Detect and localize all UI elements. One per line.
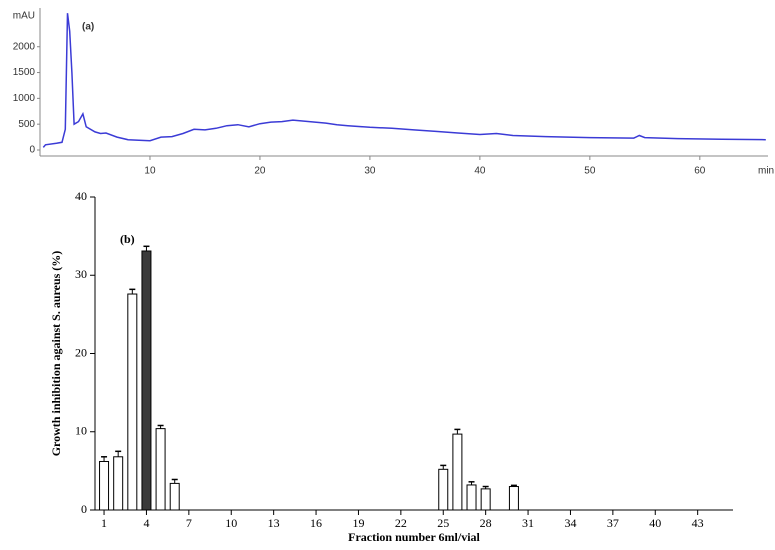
bar (141, 250, 152, 511)
x-tick-label: 10 (144, 166, 156, 177)
bar (127, 293, 138, 511)
x-tick-label: 10 (225, 516, 237, 530)
y-tick-label: 500 (18, 119, 35, 130)
x-tick-label: 13 (268, 516, 280, 530)
y-tick-label: 0 (29, 145, 35, 156)
bar (508, 486, 519, 511)
x-tick-label: 4 (143, 516, 149, 530)
x-tick-label: 30 (364, 166, 376, 177)
bar (99, 460, 110, 511)
y-tick-label: 40 (75, 189, 87, 203)
x-axis-label: min (758, 166, 774, 177)
bar (169, 482, 180, 511)
x-tick-label: 37 (607, 516, 619, 530)
y-tick-label: 10 (75, 424, 87, 438)
x-tick-label: 28 (480, 516, 492, 530)
x-tick-label: 60 (694, 166, 706, 177)
x-tick-label: 1 (101, 516, 107, 530)
x-tick-label: 25 (437, 516, 449, 530)
y-axis-label: Growth inhibition against S. aureus (%) (49, 251, 63, 457)
y-tick-label: 1000 (13, 93, 36, 104)
panel-a: 0 500 1000 1500 2000 10 20 30 40 50 60 mAU min (a) (13, 8, 774, 177)
x-tick-label: 20 (254, 166, 266, 177)
bar (466, 484, 477, 511)
x-tick-label: 16 (310, 516, 322, 530)
y-tick-label: 20 (75, 345, 87, 359)
bar (113, 456, 124, 511)
x-axis-label: Fraction number 6ml/vial (348, 530, 480, 544)
x-tick-label: 22 (395, 516, 407, 530)
panel-label: (b) (120, 232, 135, 246)
x-tick-label: 31 (522, 516, 534, 530)
y-tick-label: 2000 (13, 41, 36, 52)
x-tick-label: 40 (649, 516, 661, 530)
y-axis-label: mAU (13, 11, 35, 22)
y-tick-label: 1500 (13, 67, 36, 78)
x-tick-label: 43 (692, 516, 704, 530)
chromatogram-line (42, 13, 766, 148)
bar (452, 433, 463, 511)
x-tick-label: 7 (186, 516, 192, 530)
bar (438, 468, 449, 511)
y-tick-label: 30 (75, 267, 87, 281)
y-tick-label: 0 (81, 502, 87, 516)
panel-label: (a) (82, 22, 94, 33)
panel-b: 0 10 20 30 40 1 4 7 10 13 16 19 22 25 28 31 34 37 40 43 Frac… (49, 189, 733, 544)
x-tick-label: 40 (474, 166, 486, 177)
x-tick-label: 19 (352, 516, 364, 530)
bar (155, 428, 166, 511)
x-tick-label: 50 (584, 166, 596, 177)
x-tick-label: 34 (564, 516, 576, 530)
bar (480, 488, 491, 511)
